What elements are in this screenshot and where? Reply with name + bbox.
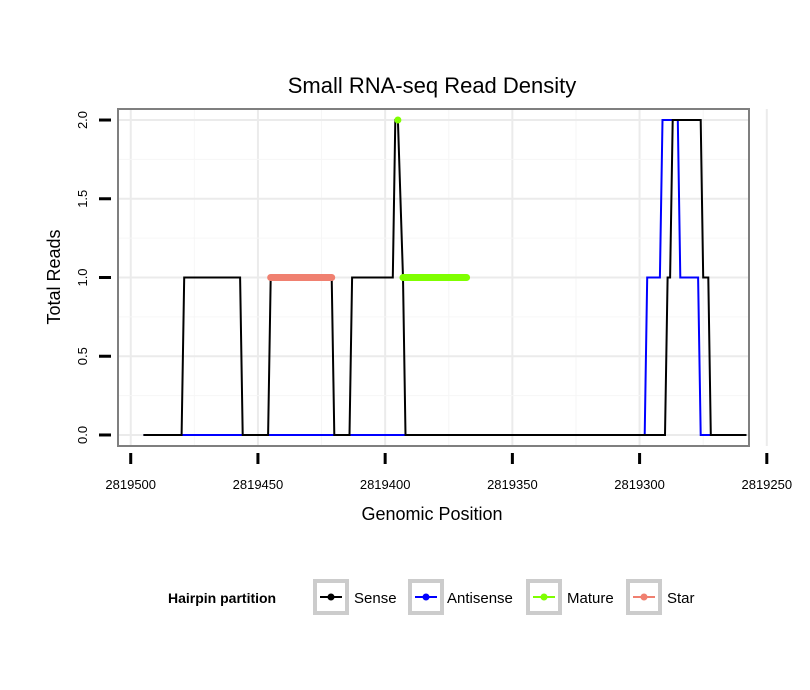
- y-axis-title: Total Reads: [44, 229, 64, 324]
- x-tick-label: 2819500: [105, 477, 156, 492]
- legend-title: Hairpin partition: [168, 590, 276, 606]
- legend-key-dot-mature: [540, 593, 548, 601]
- legend-label-star: Star: [667, 590, 695, 607]
- y-tick-label: 0.5: [75, 347, 90, 365]
- legend-label-antisense: Antisense: [447, 590, 513, 607]
- x-tick-label: 2819450: [233, 477, 284, 492]
- y-tick-label: 0.0: [75, 426, 90, 444]
- legend-key-dot-sense: [327, 593, 335, 601]
- plot-border: [117, 108, 750, 447]
- legend-key-dot-antisense: [422, 593, 430, 601]
- chart-title: Small RNA-seq Read Density: [288, 73, 577, 98]
- y-tick-label: 2.0: [75, 111, 90, 129]
- legend: Hairpin partition Sense Antisense Mature St…: [168, 579, 695, 615]
- x-tick-label: 2819350: [487, 477, 538, 492]
- series-layer: [143, 116, 747, 436]
- x-axis-title: Genomic Position: [361, 504, 502, 524]
- legend-key-dot-star: [640, 593, 648, 601]
- x-tick-label: 2819250: [741, 477, 792, 492]
- legend-label-mature: Mature: [567, 590, 614, 607]
- legend-label-sense: Sense: [354, 590, 397, 607]
- y-tick-label: 1.5: [75, 190, 90, 208]
- series-line-antisense: [143, 119, 747, 436]
- y-tick-label: 1.0: [75, 268, 90, 286]
- axes: 2819500 2819450 2819400 2819350 2819300 28192…: [75, 111, 792, 492]
- x-tick-label: 2819300: [614, 477, 665, 492]
- x-tick-label: 2819400: [360, 477, 411, 492]
